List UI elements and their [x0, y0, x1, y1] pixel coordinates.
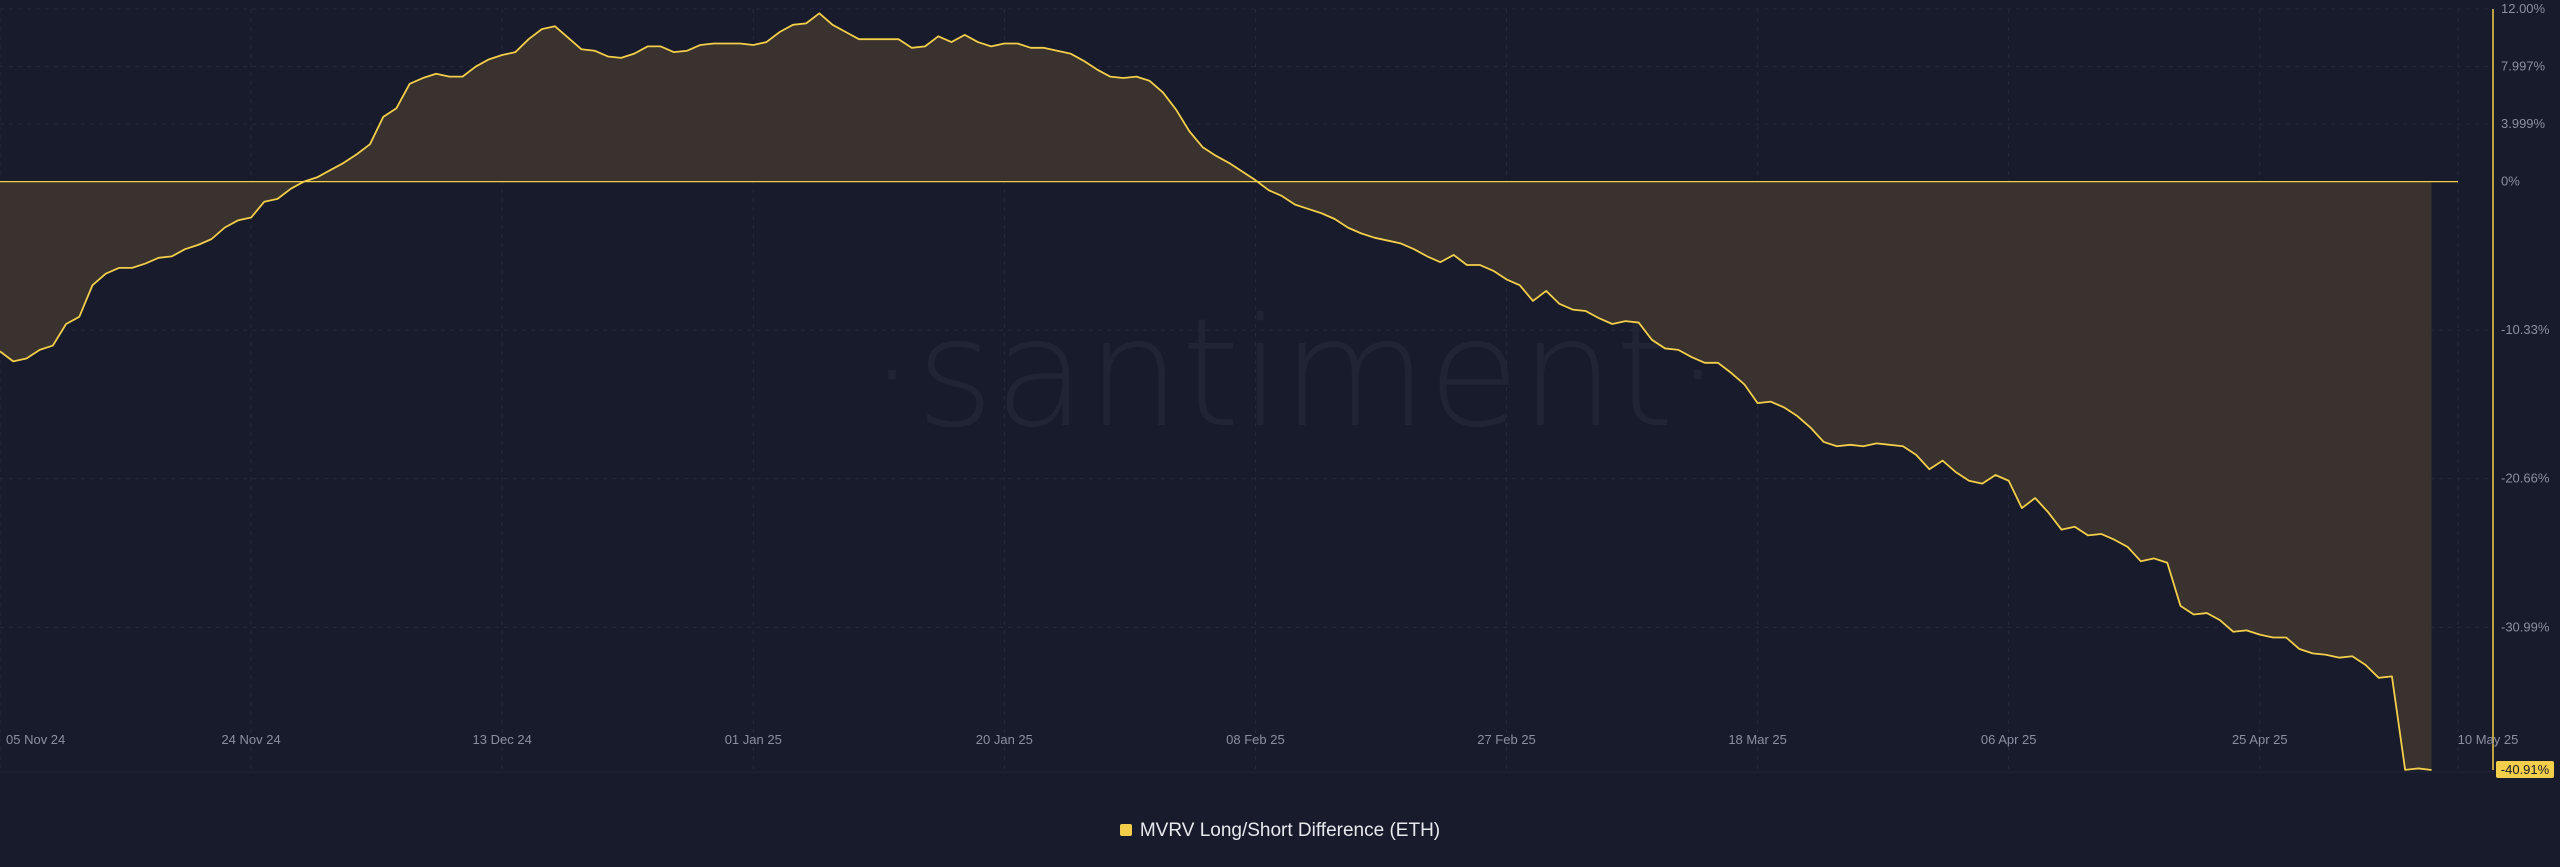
legend-swatch — [1119, 824, 1132, 836]
santiment-watermark: ·santiment· — [868, 287, 1721, 461]
y-tick-label: 3.999% — [2501, 116, 2546, 131]
last-value-badge: -40.91% — [2496, 761, 2554, 778]
last-value-badge-bg — [2496, 761, 2554, 778]
legend-label: MVRV Long/Short Difference (ETH) — [1139, 820, 1441, 841]
x-tick-label: 08 Feb 25 — [1226, 732, 1285, 747]
y-axis-ticks: 12.00% 7.997% 3.999% 0% -10.33% -20.66% -30.99… — [2501, 1, 2550, 634]
y-tick-label: -10.33% — [2501, 322, 2550, 337]
series-area — [0, 13, 2432, 771]
y-tick-label: 12.00% — [2501, 1, 2546, 16]
legend[interactable]: MVRV Long/Short Difference (ETH) — [0, 820, 2560, 842]
line-layer — [0, 12, 2432, 771]
last-value-label: -40.91% — [2501, 762, 2550, 777]
x-tick-label: 01 Jan 25 — [725, 732, 782, 747]
x-tick-label: 20 Jan 25 — [976, 732, 1033, 747]
y-tick-label: -20.66% — [2501, 471, 2550, 486]
y-tick-label: 0% — [2501, 174, 2520, 189]
x-tick-label: 10 May 25 — [2458, 732, 2519, 747]
x-tick-label: 24 Nov 24 — [221, 732, 280, 747]
x-tick-label: 13 Dec 24 — [473, 732, 532, 747]
series-line — [0, 12, 2432, 771]
y-tick-label: 7.997% — [2501, 59, 2546, 74]
x-tick-label: 25 Apr 25 — [2232, 732, 2288, 747]
area-layer — [0, 13, 2432, 771]
x-axis-ticks: 05 Nov 24 24 Nov 24 13 Dec 24 01 Jan 25 20 J… — [6, 732, 2518, 747]
x-tick-label: 05 Nov 24 — [6, 732, 65, 747]
y-tick-label: -30.99% — [2501, 619, 2550, 634]
x-tick-label: 18 Mar 25 — [1728, 732, 1787, 747]
x-tick-label: 27 Feb 25 — [1477, 732, 1536, 747]
x-tick-label: 06 Apr 25 — [1981, 732, 2037, 747]
